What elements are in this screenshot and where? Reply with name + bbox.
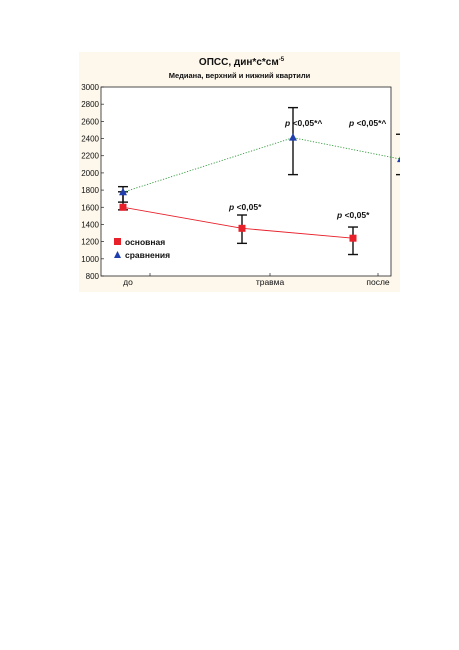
y-tick-label: 2400: [81, 135, 99, 144]
data-point: [119, 203, 127, 211]
p-value-annotation: p <0,05*: [336, 210, 370, 220]
y-tick-label: 2000: [81, 169, 99, 178]
y-tick-label: 1200: [81, 238, 99, 247]
y-tick-label: 1800: [81, 186, 99, 195]
p-value-annotation: p <0,05*: [228, 202, 262, 212]
p-value-annotation: p <0,05*^: [348, 118, 386, 128]
y-tick-label: 1000: [81, 255, 99, 264]
p-value-annotation: p <0,05*^: [284, 118, 322, 128]
y-tick-label: 800: [86, 272, 100, 281]
plot-area: [100, 86, 392, 277]
y-tick-label: 1600: [81, 203, 99, 212]
legend-label: основная: [125, 237, 165, 247]
chart-panel: ОПСС, дин*с*см-5 Медиана, верхний и нижни…: [79, 52, 400, 292]
data-point: [238, 224, 246, 232]
legend-marker: [114, 251, 121, 258]
y-tick-label: 2200: [81, 152, 99, 161]
x-tick-label: травма: [256, 277, 285, 287]
series-line-2: [122, 137, 400, 193]
data-point: [397, 156, 400, 163]
data-point: [119, 187, 127, 196]
chart: ОПСС, дин*с*см-5 Медиана, верхний и нижни…: [79, 52, 400, 292]
y-tick-label: 2800: [81, 100, 99, 109]
data-point: [289, 133, 297, 141]
chart-subtitle: Медиана, верхний и нижний квартили: [169, 71, 311, 80]
x-tick-label: после: [366, 277, 390, 287]
y-tick-label: 3000: [81, 83, 99, 92]
legend-marker: [114, 238, 121, 245]
x-tick-label: до: [123, 277, 133, 287]
legend-label: сравнения: [125, 250, 170, 260]
y-tick-label: 2600: [81, 117, 99, 126]
y-tick-label: 1400: [81, 220, 99, 229]
chart-title: ОПСС, дин*с*см-5: [199, 57, 285, 68]
data-point: [349, 234, 357, 242]
